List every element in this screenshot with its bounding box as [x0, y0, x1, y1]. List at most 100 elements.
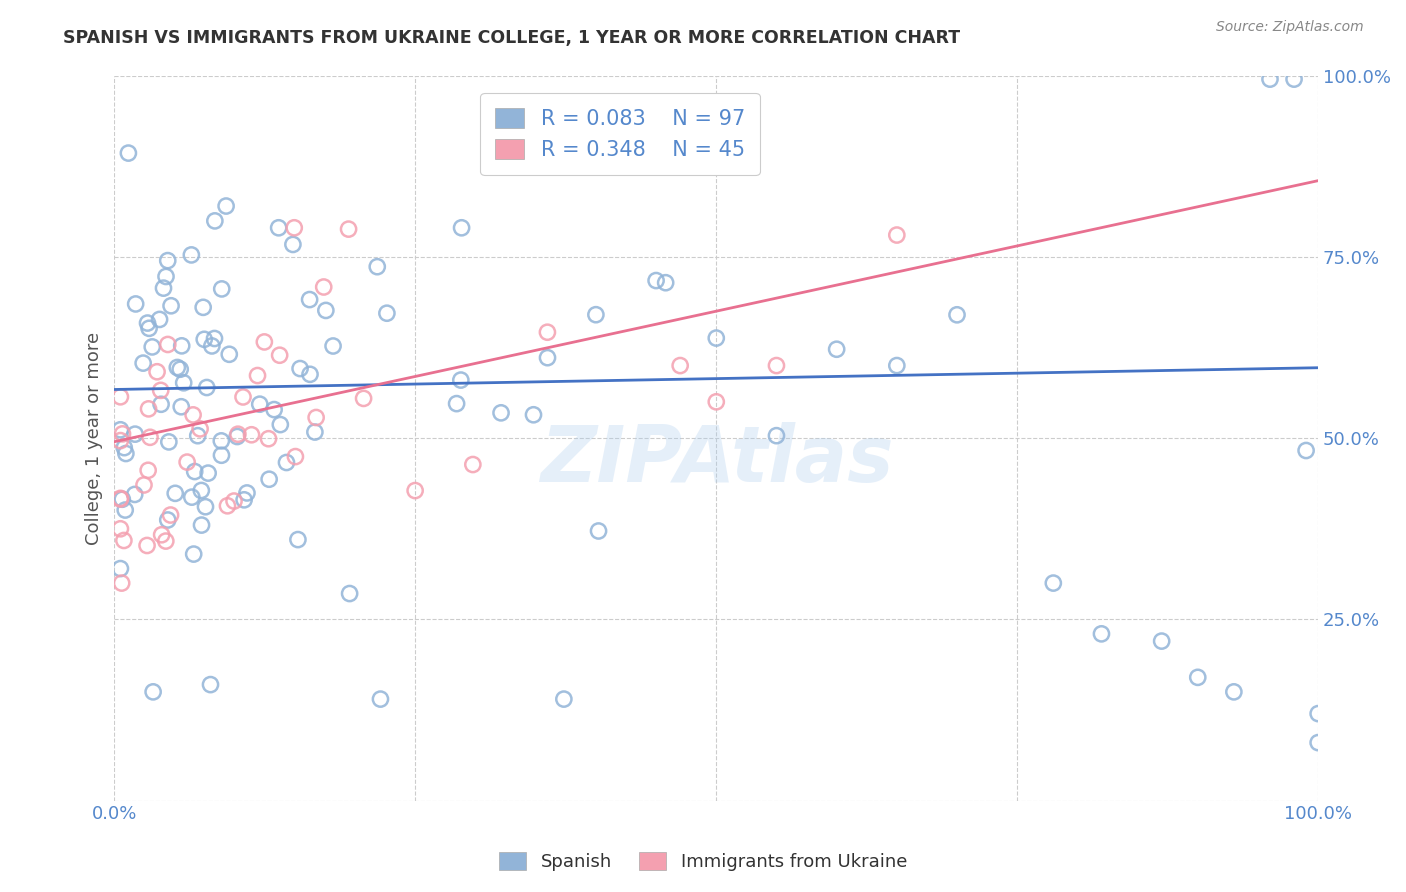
Point [404, 483, 426, 498]
Point [281, 237, 304, 252]
Point [536, 351, 558, 365]
Point [110, 491, 132, 506]
Point [110, 434, 132, 448]
Point [446, 396, 468, 410]
Point [156, 253, 179, 268]
Point [337, 222, 360, 236]
Point [190, 483, 212, 498]
Point [946, 308, 969, 322]
Point [1042, 576, 1064, 591]
Point [339, 586, 361, 600]
Point [170, 339, 193, 353]
Point [283, 220, 305, 235]
Point [215, 199, 238, 213]
Point [170, 400, 193, 414]
Point [588, 524, 610, 538]
Point [669, 359, 692, 373]
Legend: Spanish, Immigrants from Ukraine: Spanish, Immigrants from Ukraine [492, 846, 914, 879]
Point [553, 692, 575, 706]
Point [139, 430, 162, 444]
Text: ZIPAtlas: ZIPAtlas [540, 422, 893, 498]
Point [704, 331, 727, 345]
Point [298, 368, 321, 382]
Point [1308, 706, 1330, 721]
Point [226, 429, 249, 443]
Point [1295, 443, 1317, 458]
Point [450, 220, 472, 235]
Point [138, 321, 160, 335]
Text: Source: ZipAtlas.com: Source: ZipAtlas.com [1216, 20, 1364, 34]
Point [183, 547, 205, 561]
Point [353, 392, 375, 406]
Point [150, 397, 173, 411]
Point [233, 492, 256, 507]
Point [232, 390, 254, 404]
Point [115, 446, 138, 460]
Point [124, 297, 146, 311]
Point [193, 301, 215, 315]
Point [370, 692, 392, 706]
Point [226, 427, 249, 442]
Point [257, 432, 280, 446]
Point [886, 359, 908, 373]
Point [536, 325, 558, 339]
Point [183, 465, 205, 479]
Point [132, 478, 155, 492]
Point [211, 282, 233, 296]
Point [197, 466, 219, 480]
Point [654, 276, 676, 290]
Point [1258, 72, 1281, 87]
Point [136, 463, 159, 477]
Point [246, 368, 269, 383]
Text: SPANISH VS IMMIGRANTS FROM UKRAINE COLLEGE, 1 YEAR OR MORE CORRELATION CHART: SPANISH VS IMMIGRANTS FROM UKRAINE COLLE… [63, 29, 960, 46]
Point [195, 380, 218, 394]
Point [489, 406, 512, 420]
Point [146, 365, 169, 379]
Point [204, 214, 226, 228]
Point [269, 348, 291, 362]
Point [1308, 736, 1330, 750]
Point [240, 427, 263, 442]
Point [201, 339, 224, 353]
Point [209, 434, 232, 448]
Y-axis label: College, 1 year or more: College, 1 year or more [86, 332, 103, 545]
Point [190, 518, 212, 533]
Point [187, 428, 209, 442]
Point [375, 306, 398, 320]
Point [287, 533, 309, 547]
Point [450, 373, 472, 387]
Point [305, 410, 328, 425]
Point [1150, 634, 1173, 648]
Point [110, 491, 132, 506]
Point [288, 361, 311, 376]
Point [157, 434, 180, 449]
Point [298, 293, 321, 307]
Point [110, 522, 132, 536]
Point [169, 362, 191, 376]
Point [166, 360, 188, 375]
Point [173, 376, 195, 390]
Point [156, 337, 179, 351]
Point [765, 428, 787, 442]
Point [124, 427, 146, 442]
Point [193, 332, 215, 346]
Point [585, 308, 607, 322]
Point [218, 347, 240, 361]
Point [156, 513, 179, 527]
Point [249, 397, 271, 411]
Point [110, 561, 132, 575]
Point [284, 450, 307, 464]
Point [180, 490, 202, 504]
Point [112, 441, 135, 455]
Point [138, 401, 160, 416]
Point [322, 339, 344, 353]
Point [181, 408, 204, 422]
Point [149, 384, 172, 398]
Point [111, 576, 134, 591]
Point [188, 422, 211, 436]
Point [117, 146, 139, 161]
Point [1223, 685, 1246, 699]
Point [1282, 72, 1305, 87]
Point [645, 274, 668, 288]
Point [236, 486, 259, 500]
